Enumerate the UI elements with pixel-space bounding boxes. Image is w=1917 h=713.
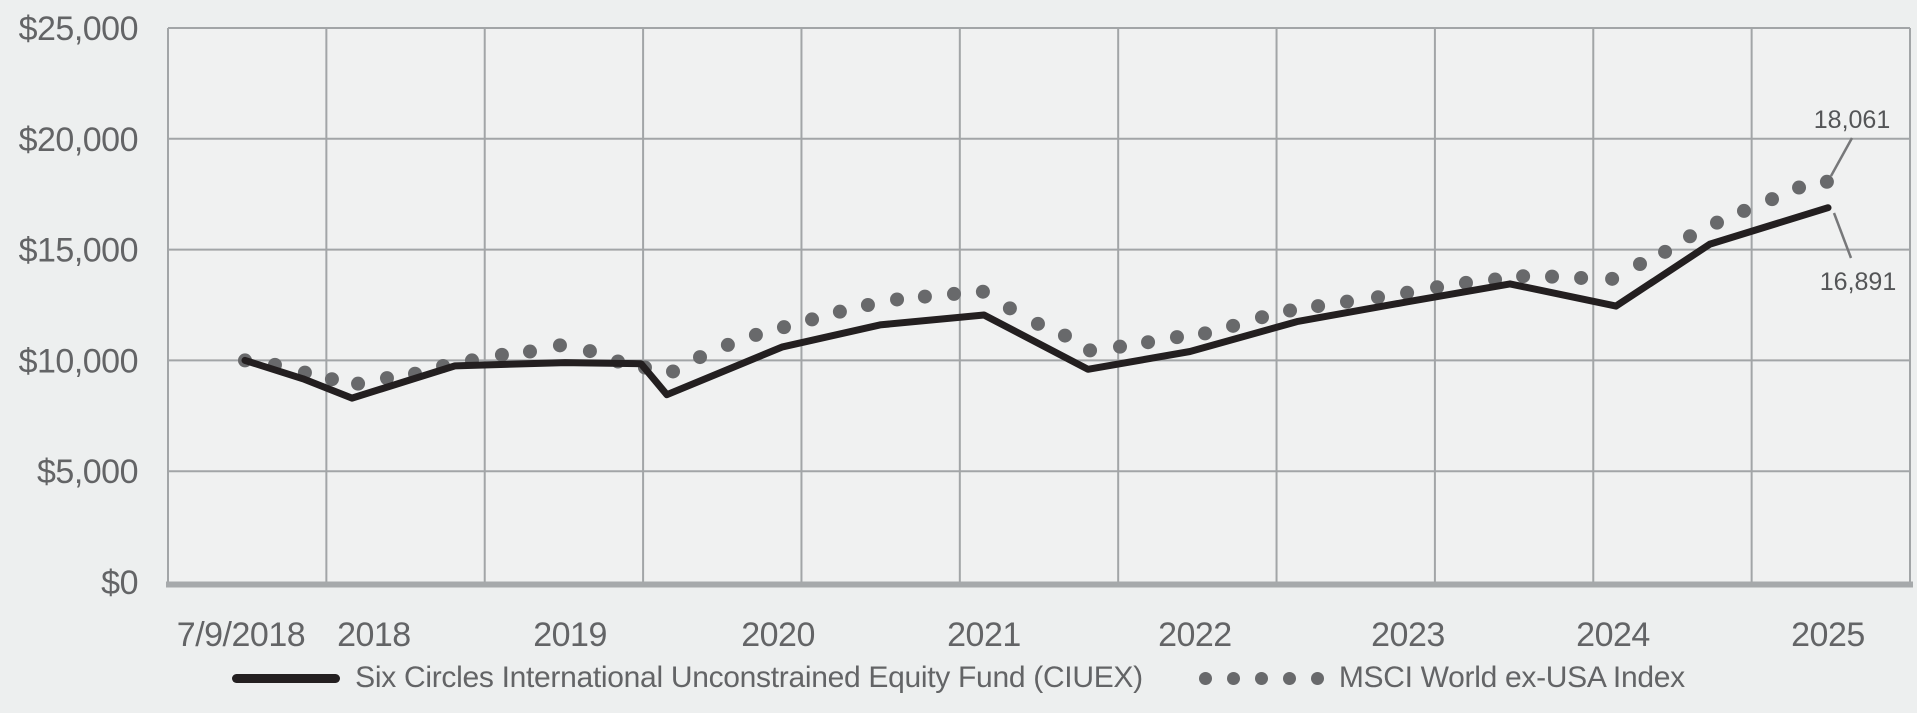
index-series-dot [1113, 339, 1128, 354]
end-value-label: 18,061 [1814, 106, 1890, 134]
index-series-dot [582, 344, 597, 359]
index-series-dot [917, 289, 932, 304]
index-series-dot [890, 292, 905, 307]
y-tick-label: $0 [101, 564, 138, 602]
index-series-dot [975, 284, 990, 299]
index-series-dot [1141, 335, 1156, 350]
index-series-dot [1311, 299, 1326, 314]
index-series-dot [1765, 192, 1780, 207]
index-series-dot [324, 372, 339, 387]
x-tick-label: 2023 [1371, 616, 1445, 654]
index-series-dot [720, 337, 735, 352]
x-tick-label: 7/9/2018 [177, 616, 305, 654]
index-series-dot [1605, 271, 1620, 286]
x-tick-label: 2021 [947, 616, 1021, 654]
x-tick-label: 2020 [741, 616, 815, 654]
index-series-dot [1226, 318, 1241, 333]
index-series-dot [351, 376, 366, 391]
index-series-dot [1709, 215, 1724, 230]
index-series-dot [1658, 244, 1673, 259]
index-series-dot [748, 327, 763, 342]
index-series-dot [776, 320, 791, 335]
index-series-dot [1083, 343, 1098, 358]
index-series-dot [1057, 328, 1072, 343]
index-series-dot [1545, 269, 1560, 284]
x-tick-label: 2025 [1791, 616, 1865, 654]
callout-leader-line [1829, 137, 1854, 177]
end-value-label: 16,891 [1820, 268, 1896, 296]
legend-label-fund: Six Circles International Unconstrained … [355, 661, 1143, 694]
legend-dot-icon [1282, 671, 1296, 685]
index-series-dot [494, 347, 509, 362]
x-tick-label: 2024 [1576, 616, 1650, 654]
y-tick-label: $20,000 [19, 121, 138, 159]
index-series-dot [1198, 326, 1213, 341]
index-series-dot [860, 298, 875, 312]
index-series-dot [805, 312, 820, 327]
x-tick-label: 2018 [337, 616, 411, 654]
index-series-dot [1370, 290, 1385, 305]
legend-item-fund: Six Circles International Unconstrained … [232, 661, 1143, 695]
legend-dot-icon [1226, 671, 1240, 685]
index-series-dot [832, 304, 847, 319]
index-series-dot [1819, 174, 1834, 189]
y-tick-label: $25,000 [19, 10, 138, 48]
y-tick-label: $15,000 [19, 232, 138, 270]
x-tick-label: 2019 [533, 616, 607, 654]
chart-legend: Six Circles International Unconstrained … [0, 658, 1917, 698]
index-series-dot [1169, 330, 1184, 345]
index-series-dot [1792, 180, 1807, 195]
legend-label-index: MSCI World ex-USA Index [1338, 661, 1685, 694]
y-tick-label: $5,000 [37, 453, 138, 491]
index-series-dot [1458, 275, 1473, 290]
y-tick-label: $10,000 [19, 342, 138, 380]
index-series-dot [1030, 316, 1045, 331]
index-series-dot [666, 364, 681, 379]
index-dots-swatch-icon [1198, 671, 1324, 685]
index-series-dot [552, 338, 567, 353]
index-series-dot [1682, 229, 1697, 244]
index-series-dot [1400, 285, 1415, 300]
index-series-dot [1339, 294, 1354, 309]
index-series-dot [379, 371, 394, 386]
fund-line-swatch-icon [232, 673, 341, 683]
x-tick-label: 2022 [1158, 616, 1232, 654]
index-series-dot [1632, 257, 1647, 272]
callout-leader-line [1832, 212, 1853, 259]
index-series-dot [946, 286, 961, 301]
index-series-dot [1002, 301, 1017, 316]
index-series-dot [1516, 269, 1531, 284]
index-series-dot [693, 350, 708, 365]
legend-item-index: MSCI World ex-USA Index [1198, 661, 1685, 695]
legend-dot-icon [1254, 671, 1268, 685]
index-series-dot [522, 344, 537, 359]
index-series-dot [1430, 280, 1445, 295]
legend-dot-icon [1198, 671, 1212, 685]
index-series-dot [1254, 310, 1269, 325]
index-series-dot [1736, 203, 1751, 218]
fund-series-line [241, 204, 1832, 402]
legend-dot-icon [1310, 671, 1324, 685]
index-series-dot [1574, 270, 1589, 285]
plot-area [168, 28, 1910, 582]
index-series-dot [1283, 303, 1298, 318]
